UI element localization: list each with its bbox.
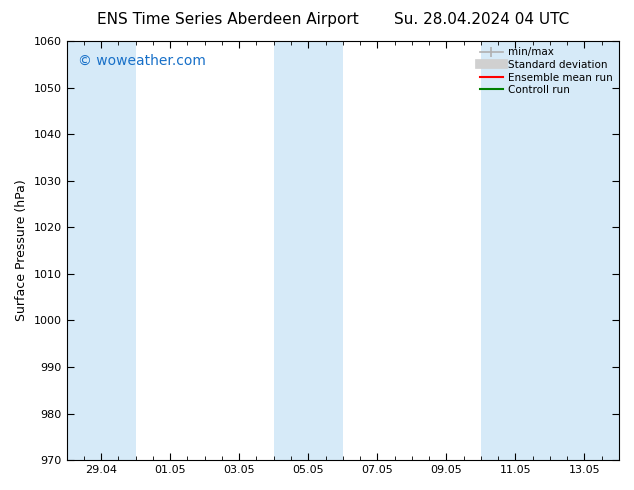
Bar [67,41,136,460]
Text: Su. 28.04.2024 04 UTC: Su. 28.04.2024 04 UTC [394,12,569,27]
Text: © woweather.com: © woweather.com [77,53,205,68]
Text: ENS Time Series Aberdeen Airport: ENS Time Series Aberdeen Airport [98,12,359,27]
Bar [481,41,619,460]
Bar [274,41,343,460]
Y-axis label: Surface Pressure (hPa): Surface Pressure (hPa) [15,180,28,321]
Legend: min/max, Standard deviation, Ensemble mean run, Controll run: min/max, Standard deviation, Ensemble me… [477,44,616,98]
